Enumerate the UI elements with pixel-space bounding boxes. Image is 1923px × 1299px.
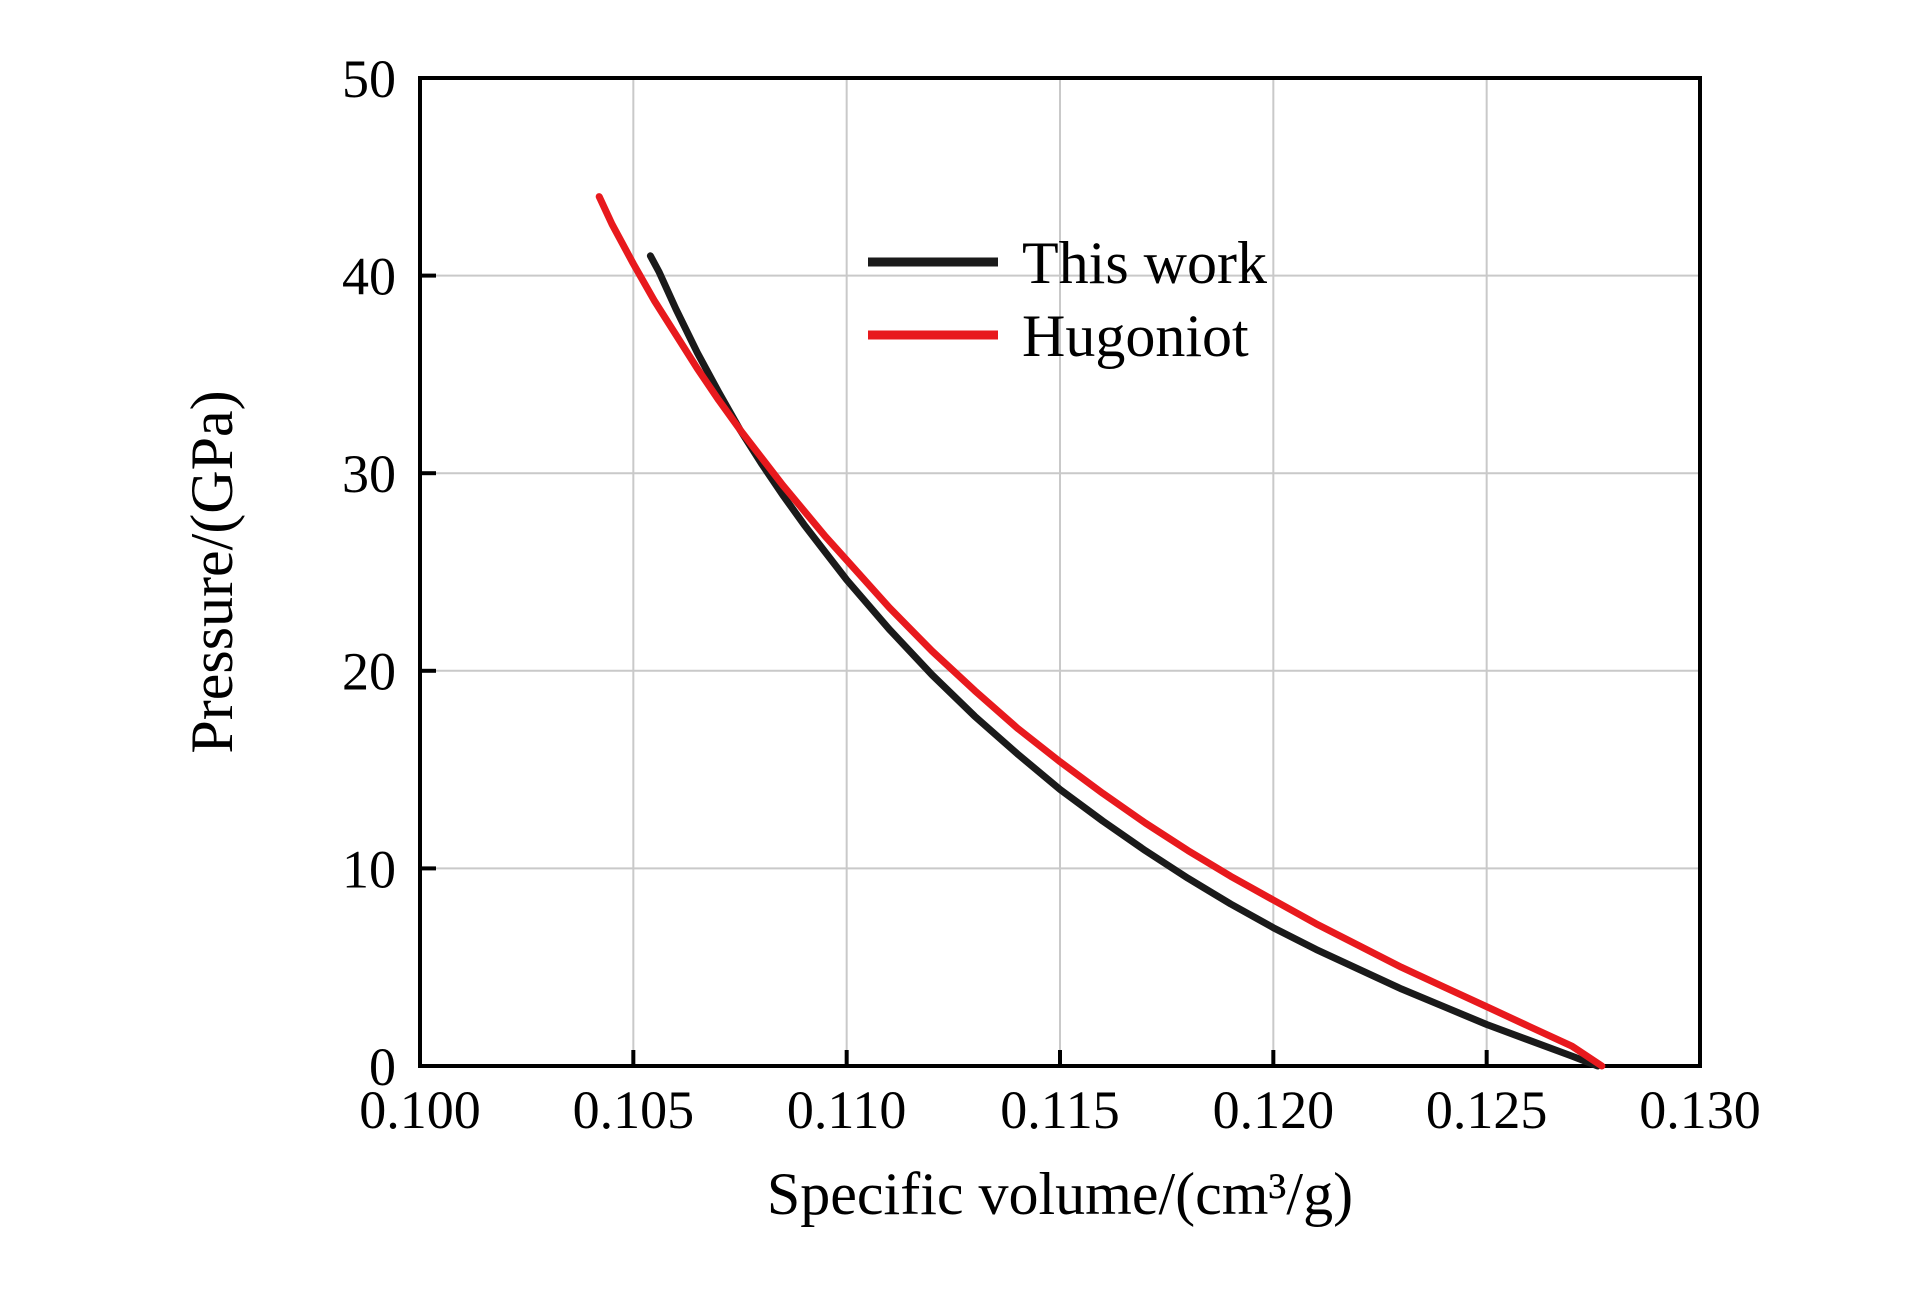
legend-label: This work (1022, 230, 1267, 296)
series-line-this-work (646, 252, 1602, 1070)
axis-ticks (418, 76, 1702, 1068)
x-tick-label: 0.110 (787, 1080, 907, 1140)
y-tick-label: 50 (342, 49, 396, 109)
y-tick-label: 0 (369, 1037, 396, 1097)
x-axis-title: Specific volume/(cm³/g) (767, 1161, 1353, 1227)
x-tick-label: 0.105 (573, 1080, 695, 1140)
x-tick-label: 0.115 (1000, 1080, 1120, 1140)
axis-titles: Specific volume/(cm³/g) Pressure/(GPa) (179, 390, 1353, 1227)
tick-labels: 0.100 0.105 0.110 0.115 0.120 0.125 0.130 0 10 20… (342, 49, 1761, 1140)
x-tick-label: 0.125 (1426, 1080, 1548, 1140)
legend-label: Hugoniot (1022, 303, 1249, 369)
series-line-hugoniot (595, 193, 1606, 1070)
gridlines (420, 78, 1700, 1066)
data-series (595, 193, 1606, 1070)
x-tick-label: 0.130 (1639, 1080, 1761, 1140)
y-axis-title: Pressure/(GPa) (179, 390, 245, 753)
x-tick-label: 0.100 (359, 1080, 481, 1140)
y-tick-label: 40 (342, 247, 396, 307)
y-tick-label: 10 (342, 839, 396, 899)
legend: This work Hugoniot (868, 230, 1267, 369)
y-tick-label: 20 (342, 642, 396, 702)
y-tick-label: 30 (342, 444, 396, 504)
x-tick-label: 0.120 (1213, 1080, 1335, 1140)
